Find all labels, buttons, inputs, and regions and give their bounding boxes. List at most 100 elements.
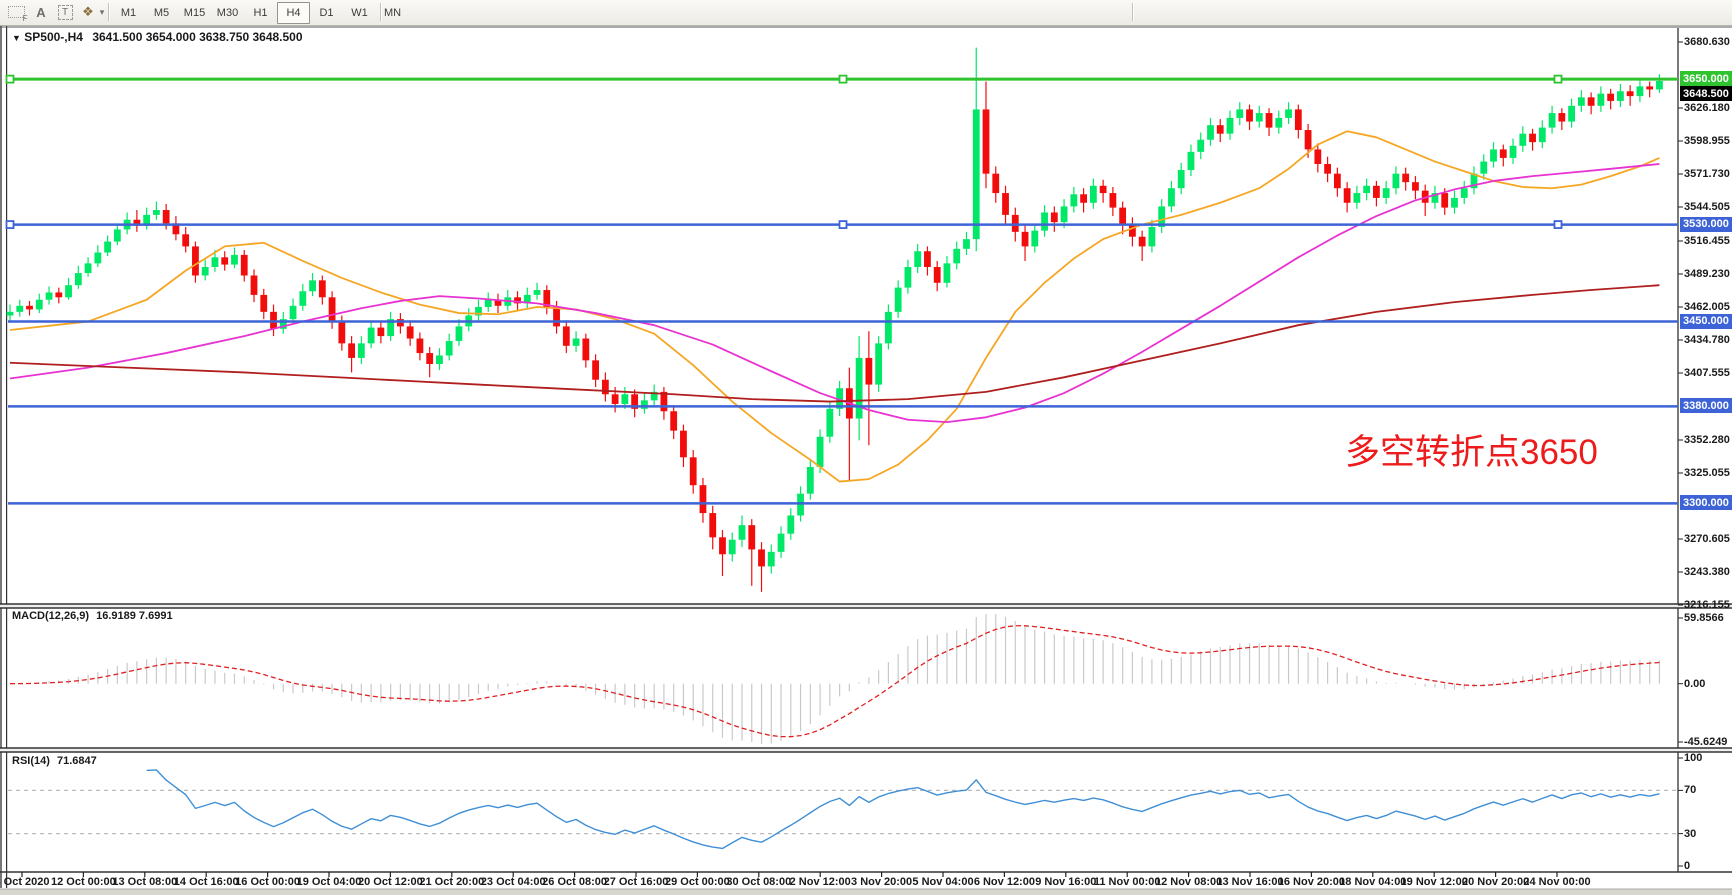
price-level-box-3380: 3380.000: [1680, 398, 1732, 414]
time-axis-label[interactable]: 20 Nov 20:00: [1461, 876, 1530, 888]
ma-medium: [9, 163, 1660, 424]
letter-a-icon: A: [36, 4, 46, 20]
timeframe-button-m1[interactable]: M1: [120, 7, 137, 19]
current-price-box: 3648.500: [1680, 86, 1732, 101]
time-axis-label[interactable]: 16 Nov 20:00: [1277, 876, 1346, 888]
toolbar-separator: [108, 3, 110, 21]
price-tick-label: 3680.630: [1684, 36, 1730, 48]
time-axis-label[interactable]: 3 Nov 20:00: [851, 876, 913, 888]
chart-title: ▼ SP500-,H4 3641.500 3654.000 3638.750 3…: [12, 31, 303, 45]
time-axis-label[interactable]: 16 Oct 00:00: [235, 876, 301, 888]
time-axis-label[interactable]: 13 Oct 08:00: [112, 876, 178, 888]
letter-t-icon: T: [57, 4, 73, 20]
timeframe-button-mn[interactable]: MN: [383, 7, 402, 19]
text-label-button[interactable]: A: [30, 2, 52, 22]
macd-values: 16.9189 7.6991: [96, 610, 173, 622]
timeframe-button-w1[interactable]: W1: [351, 7, 368, 19]
chevron-down-icon: ▾: [99, 6, 105, 17]
price-level-box-3530: 3530.000: [1680, 216, 1732, 232]
time-axis-label[interactable]: 11 Nov 00:00: [1093, 876, 1161, 888]
price-tick-label: 3571.730: [1684, 168, 1730, 180]
ma-slow: [9, 284, 1660, 403]
hline-handle[interactable]: [1553, 74, 1563, 84]
price-level-box-3450: 3450.000: [1680, 313, 1732, 329]
chart-annotation-text[interactable]: 多空转折点3650: [1345, 433, 1598, 472]
hline-handle[interactable]: [5, 74, 15, 84]
time-axis-label[interactable]: 26 Oct 08:00: [542, 876, 608, 888]
hline-handle[interactable]: [838, 220, 848, 229]
timeframe-button-m15[interactable]: M15: [183, 7, 206, 19]
time-axis-label[interactable]: 29 Oct 00:00: [664, 876, 730, 888]
macd-signal-line: [9, 625, 1660, 738]
price-tick-label: 3352.280: [1684, 434, 1730, 446]
ma-fast: [9, 130, 1660, 483]
price-level-box-3300: 3300.000: [1680, 495, 1732, 511]
pattern-tool-button[interactable]: F: [4, 2, 28, 23]
rsi-label: RSI(14) 71.6847: [12, 755, 97, 768]
macd-title: MACD(12,26,9): [12, 610, 90, 622]
timeframe-button-h4[interactable]: H4: [277, 2, 310, 24]
price-tick-label: 3489.230: [1684, 268, 1730, 280]
price-tick-label: 3516.455: [1684, 235, 1730, 247]
macd-axis-label: 0.00: [1684, 677, 1706, 690]
time-axis-label[interactable]: 12 Nov 08:00: [1154, 876, 1223, 888]
time-axis-label[interactable]: 2 Nov 12:00: [789, 876, 851, 888]
rsi-axis-label: 70: [1684, 784, 1697, 797]
macd-axis-label: -45.6249: [1684, 736, 1728, 748]
timeframe-button-h1[interactable]: H1: [253, 7, 268, 19]
hline-handle[interactable]: [5, 220, 15, 229]
time-axis-label[interactable]: 24 Nov 00:00: [1523, 876, 1591, 888]
arrow-tools-dropdown[interactable]: ▾: [96, 2, 108, 22]
price-tick-label: 3216.155: [1684, 599, 1730, 611]
time-axis-label[interactable]: 19 Oct 04:00: [296, 876, 362, 888]
time-axis-label[interactable]: 19 Nov 12:00: [1400, 876, 1468, 888]
time-axis-label[interactable]: 13 Nov 16:00: [1216, 876, 1284, 888]
time-axis-label[interactable]: 30 Oct 08:00: [726, 876, 792, 888]
hline-handle[interactable]: [1553, 220, 1563, 229]
time-axis-label[interactable]: 14 Oct 16:00: [173, 876, 239, 888]
price-tick-label: 3243.380: [1684, 566, 1730, 578]
time-axis-label[interactable]: 27 Oct 16:00: [603, 876, 669, 888]
toolbar-separator: [1132, 3, 1134, 21]
time-axis-label[interactable]: 12 Oct 00:00: [50, 876, 116, 888]
rsi-axis-label: 0: [1684, 860, 1691, 872]
macd-axis-label: 59.8566: [1684, 612, 1724, 624]
price-tick-label: 3270.605: [1684, 533, 1730, 545]
candlestick-series: [6, 47, 1663, 592]
symbol-period-label: SP500-,H4: [24, 30, 83, 44]
price-tick-label: 3434.780: [1684, 334, 1730, 346]
time-axis-label[interactable]: 6 Nov 12:00: [973, 876, 1035, 888]
toolbar: F A T ❖ ▾ M1 M5 M15 M30 H1 H4 D1 W1 MN: [0, 0, 1732, 26]
rsi-axis-label: 30: [1684, 827, 1697, 840]
timeframe-button-m30[interactable]: M30: [216, 7, 239, 19]
price-tick-label: 3626.180: [1684, 102, 1730, 114]
macd-histogram: [19, 614, 1661, 744]
rsi-value: 71.6847: [56, 755, 97, 767]
arrow-tools-button[interactable]: ❖: [78, 2, 98, 22]
price-tick-label: 3462.005: [1684, 301, 1730, 313]
grid-icon: F: [7, 6, 28, 23]
arrows-tool-icon: ❖: [82, 4, 94, 19]
rsi-axis-label: 100: [1684, 752, 1703, 764]
hline-handle[interactable]: [838, 74, 848, 84]
rsi-line: [146, 769, 1660, 850]
ohlc-values-label: 3641.500 3654.000 3638.750 3648.500: [92, 30, 303, 44]
timeframe-button-group: M1 M5 M15 M30 H1 H4 D1 W1 MN: [112, 2, 409, 24]
text-tool-button[interactable]: T: [54, 2, 76, 22]
macd-label: MACD(12,26,9) 16.9189 7.6991: [12, 610, 173, 623]
time-axis-label[interactable]: 18 Nov 04:00: [1339, 876, 1407, 888]
collapse-arrow-icon[interactable]: ▼: [12, 33, 21, 43]
toolbar-separator: [380, 3, 382, 21]
time-axis-label[interactable]: 9 Nov 16:00: [1035, 876, 1097, 888]
timeframe-button-d1[interactable]: D1: [319, 7, 334, 19]
timeframe-button-m5[interactable]: M5: [153, 7, 170, 19]
time-axis-label[interactable]: 20 Oct 12:00: [357, 876, 423, 888]
time-axis-label[interactable]: 5 Nov 04:00: [912, 876, 974, 888]
price-level-box-3650: 3650.000: [1680, 71, 1732, 87]
time-axis-label[interactable]: 8 Oct 2020: [0, 876, 50, 888]
time-axis-label[interactable]: 23 Oct 04:00: [480, 876, 546, 888]
time-axis-label[interactable]: 21 Oct 20:00: [419, 876, 485, 888]
price-tick-label: 3598.955: [1684, 135, 1730, 147]
